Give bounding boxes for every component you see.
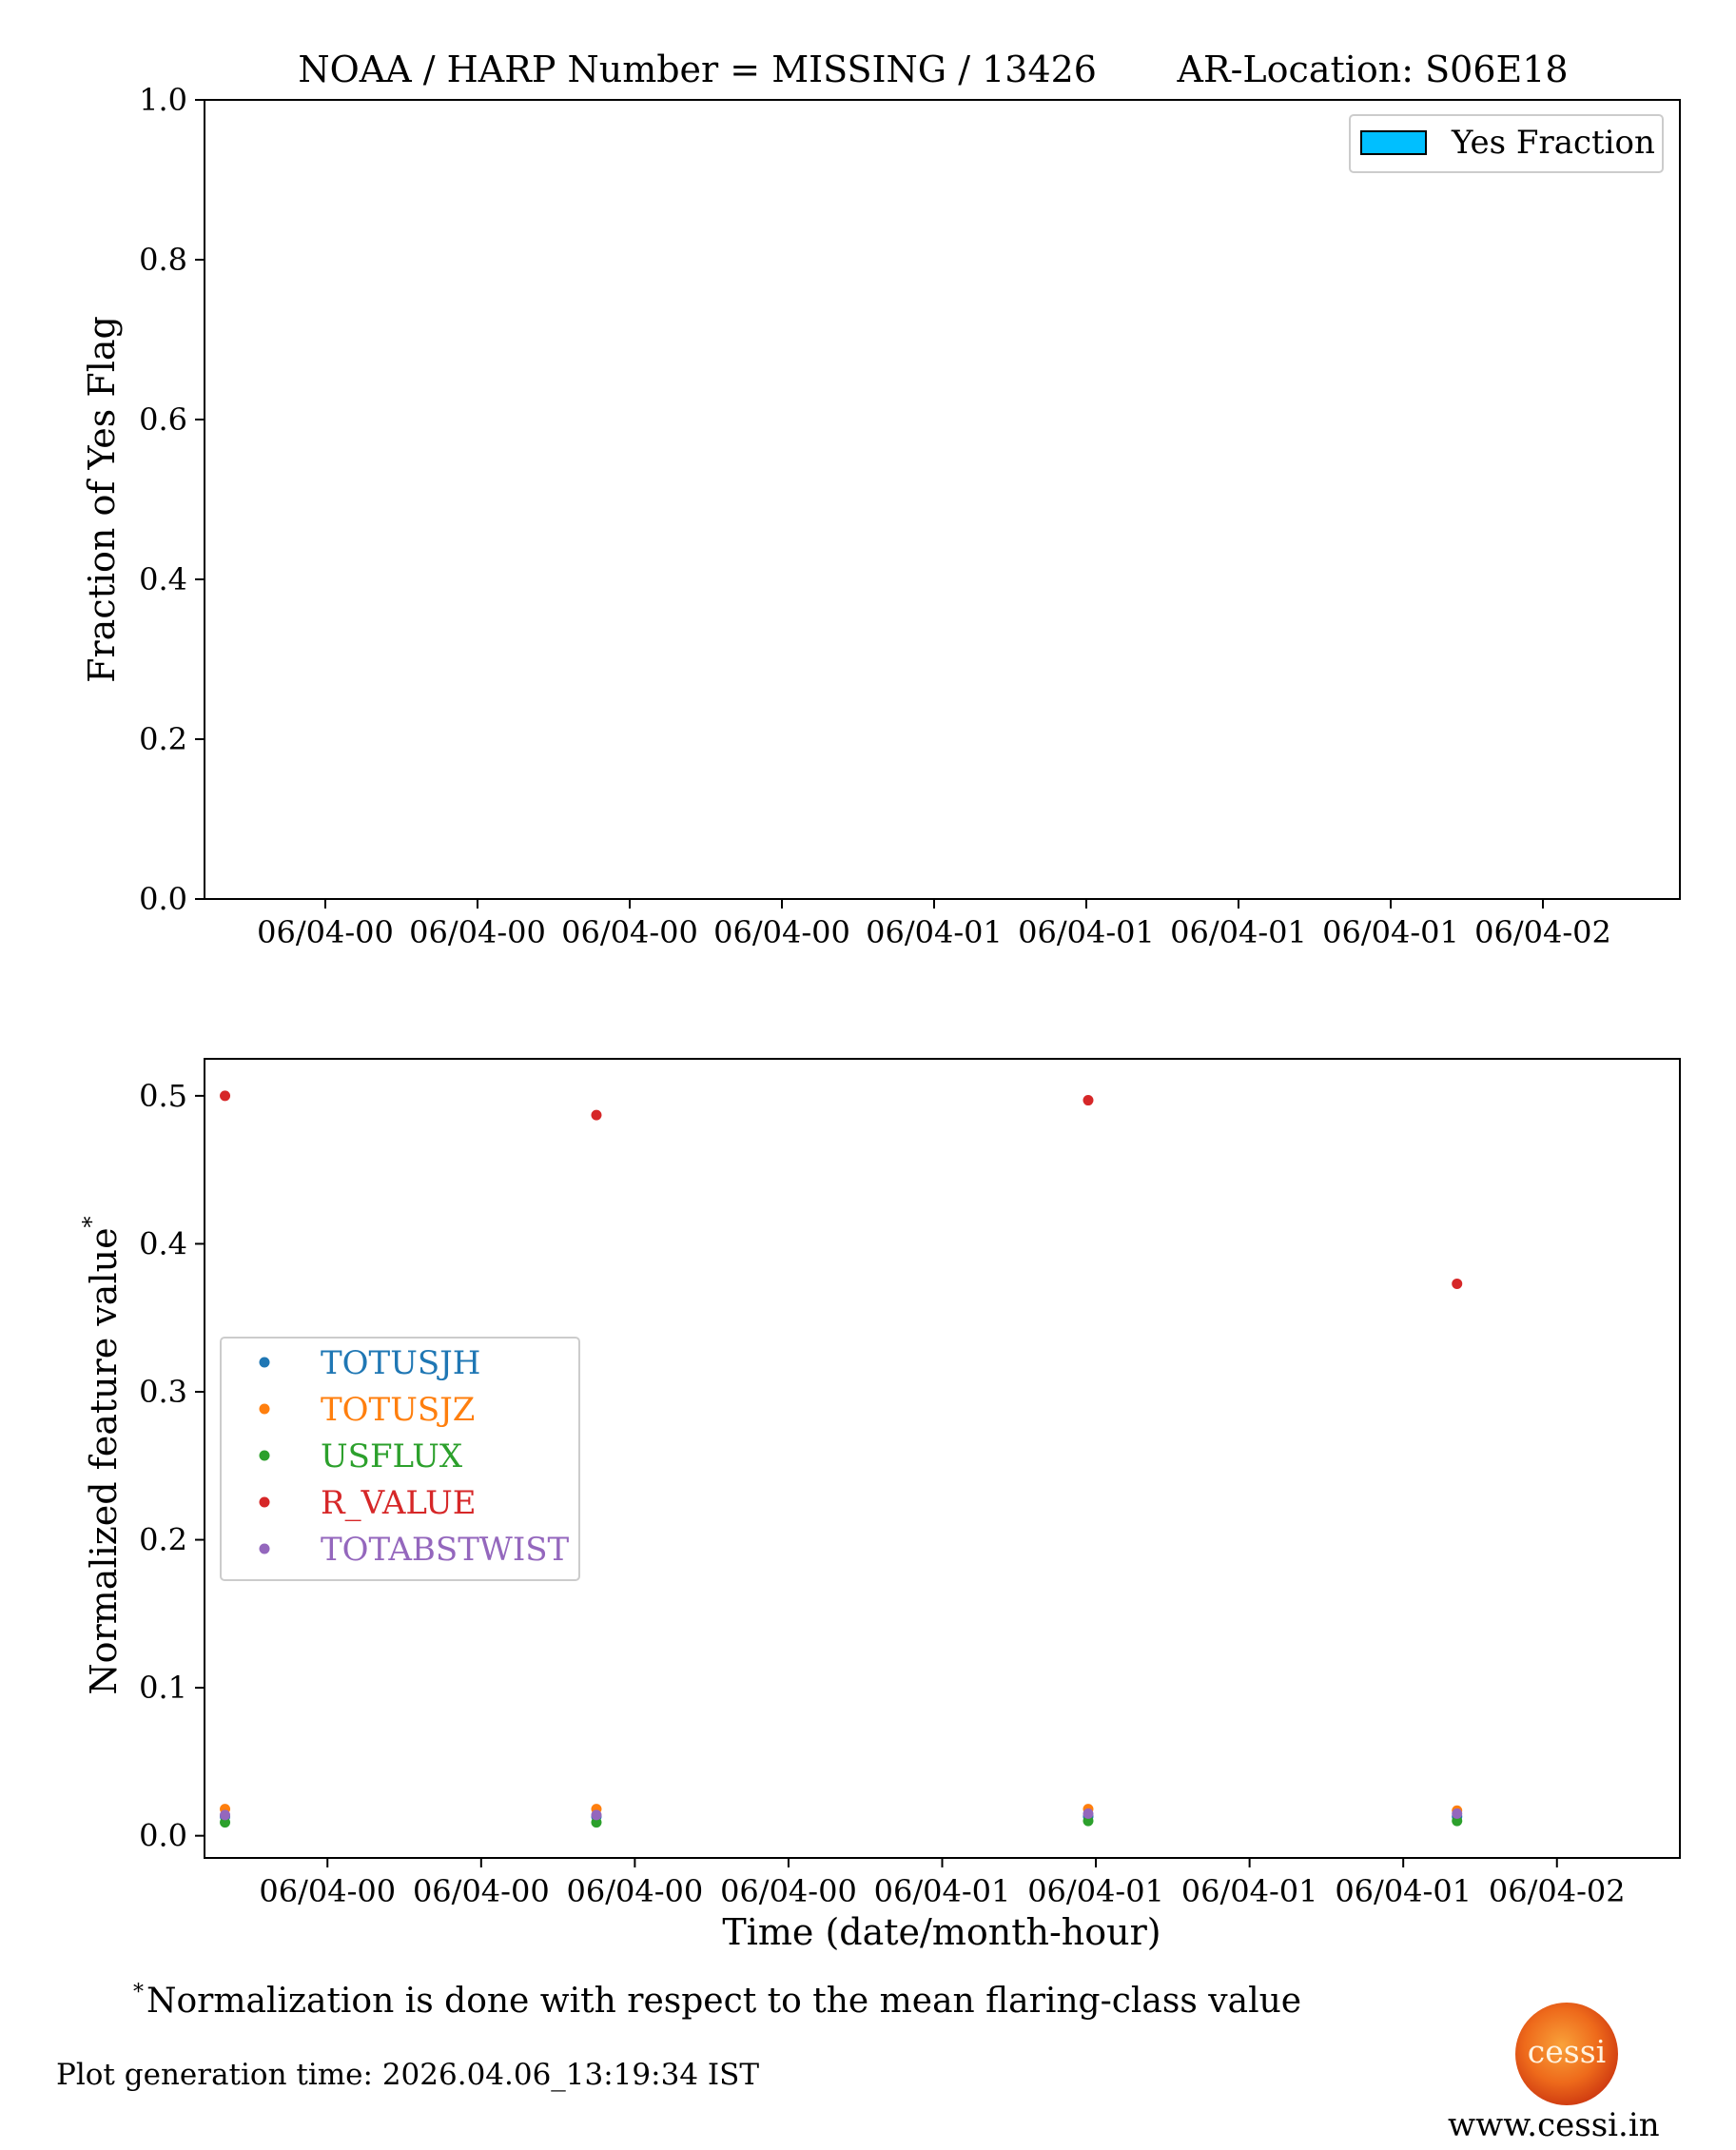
top-y-axis-label: Fraction of Yes Flag <box>81 316 123 683</box>
top-x-ticks: 06/04-00 06/04-00 06/04-00 06/04-00 06/04-01… <box>257 899 1611 950</box>
cessi-logo: cessi <box>1515 2003 1618 2105</box>
legend-marker-totabstwist <box>259 1543 270 1554</box>
point-r-value <box>1698 1537 1708 1548</box>
top-legend-swatch <box>1360 130 1427 155</box>
top-panel: NOAA / HARP Number = MISSING / 13426 AR-… <box>81 49 1681 950</box>
bottom-x-tick-label: 06/04-00 <box>413 1873 550 1909</box>
point-r-value <box>591 1109 602 1121</box>
bottom-y-tick-label: 0.0 <box>139 1818 187 1854</box>
top-legend-frame <box>1349 114 1664 173</box>
top-x-tick-label: 06/04-01 <box>1170 914 1307 950</box>
point-r-value <box>1083 1095 1094 1106</box>
point-totabstwist <box>1698 1808 1708 1819</box>
top-y-ticks: 0.0 0.2 0.4 0.6 0.8 1.0 <box>139 82 205 917</box>
bottom-x-tick-label: 06/04-01 <box>874 1873 1011 1909</box>
point-usflux <box>1698 1816 1708 1827</box>
top-x-tick-label: 06/04-01 <box>1018 914 1155 950</box>
legend-label-r-value: R_VALUE <box>321 1484 477 1522</box>
bottom-y-ticks: 0.0 0.1 0.2 0.3 0.4 0.5 <box>139 1078 205 1854</box>
bottom-x-tick-label: 06/04-01 <box>1181 1873 1318 1909</box>
point-r-value <box>220 1090 231 1102</box>
bottom-x-tick-label: 06/04-00 <box>259 1873 396 1909</box>
point-r-value <box>1698 1390 1708 1400</box>
bottom-y-axis-label: Normalized feature value* <box>78 1216 125 1694</box>
point-totabstwist <box>1452 1808 1463 1819</box>
cessi-logo-text: cessi <box>1527 2032 1607 2070</box>
legend-label-totusjh: TOTUSJH <box>321 1344 480 1382</box>
point-totabstwist <box>220 1809 231 1821</box>
point-r-value <box>1452 1278 1463 1289</box>
bottom-legend: TOTUSJH TOTUSJZ USFLUX R_VALUE TOTABSTWIST <box>220 1337 580 1581</box>
bottom-x-tick-label: 06/04-01 <box>1335 1873 1472 1909</box>
top-y-tick-label: 1.0 <box>139 82 187 118</box>
top-x-tick-label: 06/04-00 <box>409 914 546 950</box>
footnote-text: Normalization is done with respect to th… <box>146 1982 1302 2021</box>
bottom-y-tick-label: 0.5 <box>139 1078 187 1114</box>
footnote-marker: * <box>133 1981 144 2004</box>
legend-label-totabstwist: TOTABSTWIST <box>321 1531 570 1569</box>
bottom-x-tick-label: 06/04-00 <box>720 1873 857 1909</box>
top-y-tick-label: 0.8 <box>139 242 187 278</box>
bottom-y-axis-label-text: Normalized feature value <box>83 1227 125 1694</box>
bottom-y-tick-label: 0.4 <box>139 1225 187 1261</box>
top-x-tick-label: 06/04-00 <box>561 914 698 950</box>
legend-marker-r-value <box>259 1496 270 1508</box>
normalization-footnote: *Normalization is done with respect to t… <box>133 1981 1301 2021</box>
point-usflux <box>1083 1815 1094 1827</box>
bottom-x-tick-label: 06/04-00 <box>567 1873 704 1909</box>
top-y-tick-label: 0.4 <box>139 561 187 597</box>
bottom-x-tick-label: 06/04-02 <box>1489 1873 1626 1909</box>
top-legend-label: Yes Fraction <box>1451 124 1655 162</box>
top-chart-title: NOAA / HARP Number = MISSING / 13426 AR-… <box>298 49 1568 90</box>
bottom-y-tick-label: 0.2 <box>139 1522 187 1558</box>
top-y-tick-label: 0.2 <box>139 721 187 757</box>
top-x-tick-label: 06/04-02 <box>1474 914 1611 950</box>
legend-marker-totusjh <box>259 1357 270 1368</box>
point-usflux <box>220 1817 231 1828</box>
point-totabstwist <box>591 1809 602 1821</box>
top-y-tick-label: 0.0 <box>139 881 187 917</box>
point-totusjh <box>1698 1811 1708 1822</box>
bottom-y-tick-label: 0.3 <box>139 1374 187 1410</box>
bottom-y-tick-label: 0.1 <box>139 1670 187 1706</box>
top-x-tick-label: 06/04-00 <box>257 914 394 950</box>
bottom-x-ticks: 06/04-00 06/04-00 06/04-00 06/04-00 06/04-01… <box>259 1858 1626 1909</box>
point-usflux <box>1452 1815 1463 1827</box>
bottom-x-tick-label: 06/04-01 <box>1027 1873 1164 1909</box>
legend-label-totusjz: TOTUSJZ <box>321 1391 475 1429</box>
website-link[interactable]: www.cessi.in <box>1448 2106 1660 2144</box>
legend-marker-usflux <box>259 1450 270 1461</box>
legend-label-usflux: USFLUX <box>321 1437 463 1476</box>
top-x-tick-label: 06/04-01 <box>1322 914 1459 950</box>
bottom-panel: 0.00.10.20.30.40.5 06/04-00 06/04-00 06/04… <box>78 1058 1708 1953</box>
point-totusjz <box>1698 1806 1708 1816</box>
top-x-tick-label: 06/04-00 <box>713 914 850 950</box>
top-y-tick-label: 0.6 <box>139 401 187 438</box>
bottom-points <box>220 1090 1708 1828</box>
bottom-legend-frame <box>220 1337 580 1581</box>
top-x-tick-label: 06/04-01 <box>866 914 1003 950</box>
point-usflux <box>591 1817 602 1828</box>
top-plot-area <box>204 99 1681 900</box>
bottom-x-axis-label: Time (date/month-hour) <box>722 1911 1161 1953</box>
legend-marker-totusjz <box>259 1403 270 1415</box>
plot-generation-time: Plot generation time: 2026.04.06_13:19:3… <box>56 2058 760 2092</box>
point-totabstwist <box>1083 1808 1094 1819</box>
top-legend: Yes Fraction <box>1349 114 1664 173</box>
bottom-y-axis-label-sup: * <box>78 1216 105 1227</box>
